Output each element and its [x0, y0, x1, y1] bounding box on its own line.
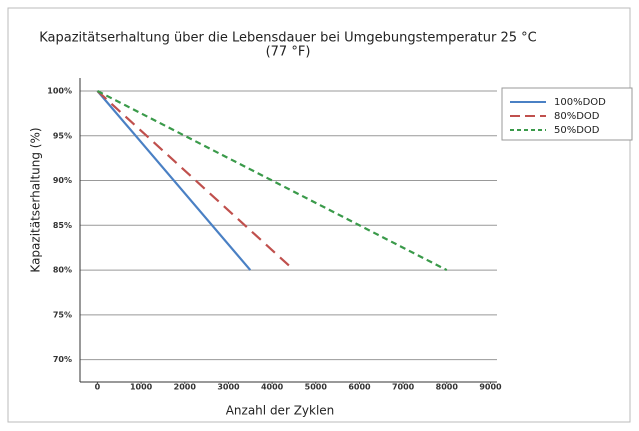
data-line [96, 90, 295, 271]
x-tick-label: 2000 [174, 383, 197, 392]
legend-label: 50%DOD [554, 125, 600, 136]
y-tick-label: 85% [53, 221, 72, 230]
chart-title: Kapazitätserhaltung über die Lebensdauer… [39, 31, 536, 46]
x-tick-label: 4000 [261, 383, 284, 392]
y-axis-label: Kapazitätserhaltung (%) [29, 127, 43, 272]
y-tick-label: 100% [47, 87, 72, 96]
chart-frame [7, 7, 631, 423]
legend-label: 100%DOD [554, 97, 606, 108]
legend-box [501, 87, 633, 141]
x-tick-label: 7000 [392, 383, 415, 392]
chart-subtitle: (77 °F) [266, 45, 311, 60]
x-tick-label: 0 [95, 383, 101, 392]
data-line [96, 90, 252, 271]
y-tick-label: 80% [53, 266, 72, 275]
y-tick-label: 90% [53, 176, 72, 185]
y-tick-label: 75% [53, 310, 72, 319]
y-tick-label: 95% [53, 131, 72, 140]
x-tick-label: 3000 [217, 383, 240, 392]
x-axis-label: Anzahl der Zyklen [226, 404, 335, 418]
data-line [96, 90, 448, 272]
x-tick-label: 1000 [130, 383, 153, 392]
x-tick-label: 6000 [348, 383, 371, 392]
x-tick-label: 8000 [436, 383, 459, 392]
y-tick-label: 70% [53, 355, 72, 364]
x-tick-label: 9000 [479, 383, 502, 392]
x-tick-label: 5000 [305, 383, 328, 392]
legend-label: 80%DOD [554, 111, 600, 122]
